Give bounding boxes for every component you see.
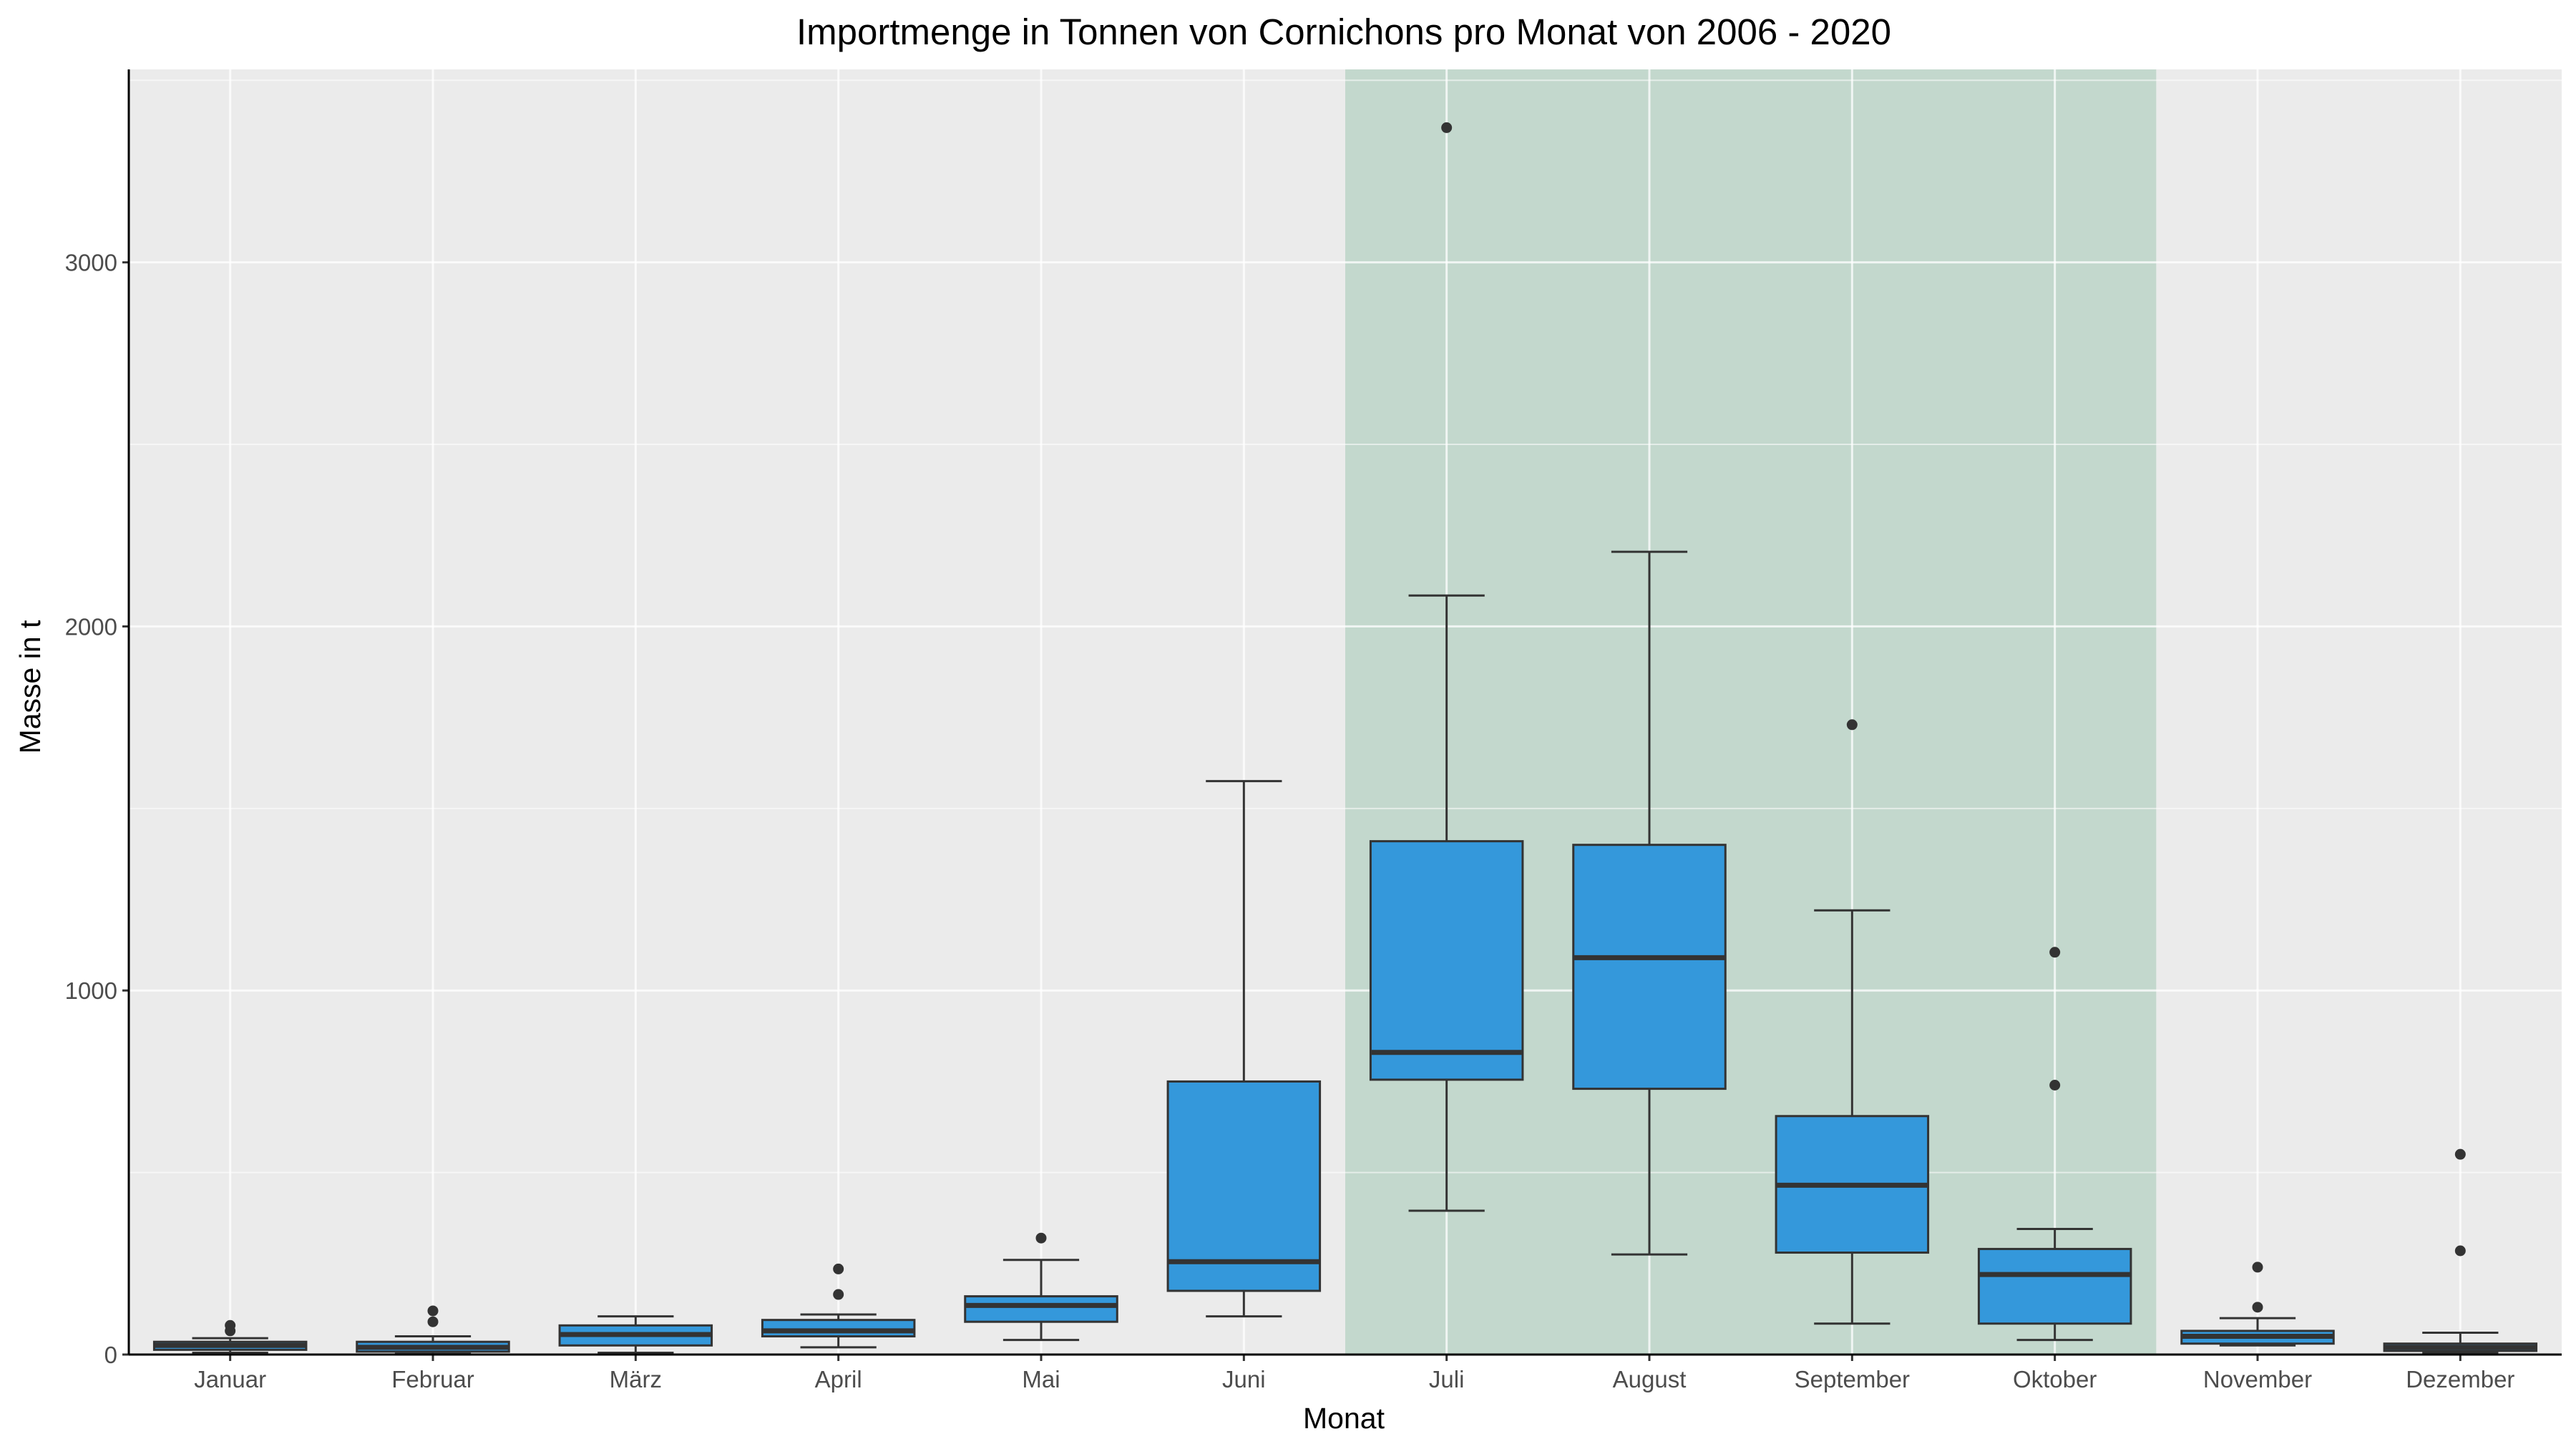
outlier-point: [225, 1319, 236, 1331]
outlier-point: [427, 1305, 439, 1317]
chart-title: Importmenge in Tonnen von Cornichons pro…: [796, 11, 1891, 52]
x-tick-label: Februar: [391, 1366, 474, 1392]
x-tick-label: Oktober: [2013, 1366, 2097, 1392]
outlier-point: [833, 1289, 844, 1300]
outlier-point: [1441, 122, 1453, 133]
box-iqr: [1572, 844, 1727, 1091]
x-tick-label: Mai: [1022, 1366, 1060, 1392]
y-axis-title: Masse in t: [14, 620, 47, 753]
x-tick-label: Juni: [1222, 1366, 1266, 1392]
outlier-point: [2454, 1148, 2466, 1160]
box-iqr: [1166, 1080, 1322, 1292]
outlier-point: [1035, 1232, 1047, 1244]
x-tick-label: April: [815, 1366, 862, 1392]
x-tick-label: September: [1795, 1366, 1910, 1392]
outlier-point: [2252, 1262, 2263, 1273]
y-tick-label: 1000: [65, 977, 117, 1004]
x-tick-label: März: [610, 1366, 662, 1392]
y-tick-label: 2000: [65, 613, 117, 640]
plot-area: 0 1000 2000 3000 Januar Februar März April Mai Ju…: [65, 69, 2562, 1392]
outlier-point: [1846, 719, 1858, 731]
outlier-point: [2454, 1245, 2466, 1257]
box-iqr: [1369, 840, 1524, 1081]
x-tick-label: Dezember: [2406, 1366, 2514, 1392]
x-tick-label: August: [1613, 1366, 1687, 1392]
x-tick-label: Juli: [1429, 1366, 1465, 1392]
y-tick-label: 3000: [65, 250, 117, 276]
x-tick-label: Januar: [194, 1366, 266, 1392]
outlier-point: [833, 1263, 844, 1274]
outlier-point: [2049, 947, 2061, 958]
outlier-point: [2252, 1302, 2263, 1313]
box-iqr: [964, 1295, 1118, 1323]
box-iqr: [761, 1319, 916, 1338]
y-tick-label: 0: [104, 1342, 117, 1368]
outlier-point: [2049, 1080, 2061, 1091]
x-axis-title: Monat: [1303, 1402, 1385, 1435]
x-tick-label: November: [2203, 1366, 2312, 1392]
highlight-band: [1345, 69, 2157, 1355]
outlier-point: [427, 1316, 439, 1327]
box-iqr: [1977, 1247, 2132, 1325]
